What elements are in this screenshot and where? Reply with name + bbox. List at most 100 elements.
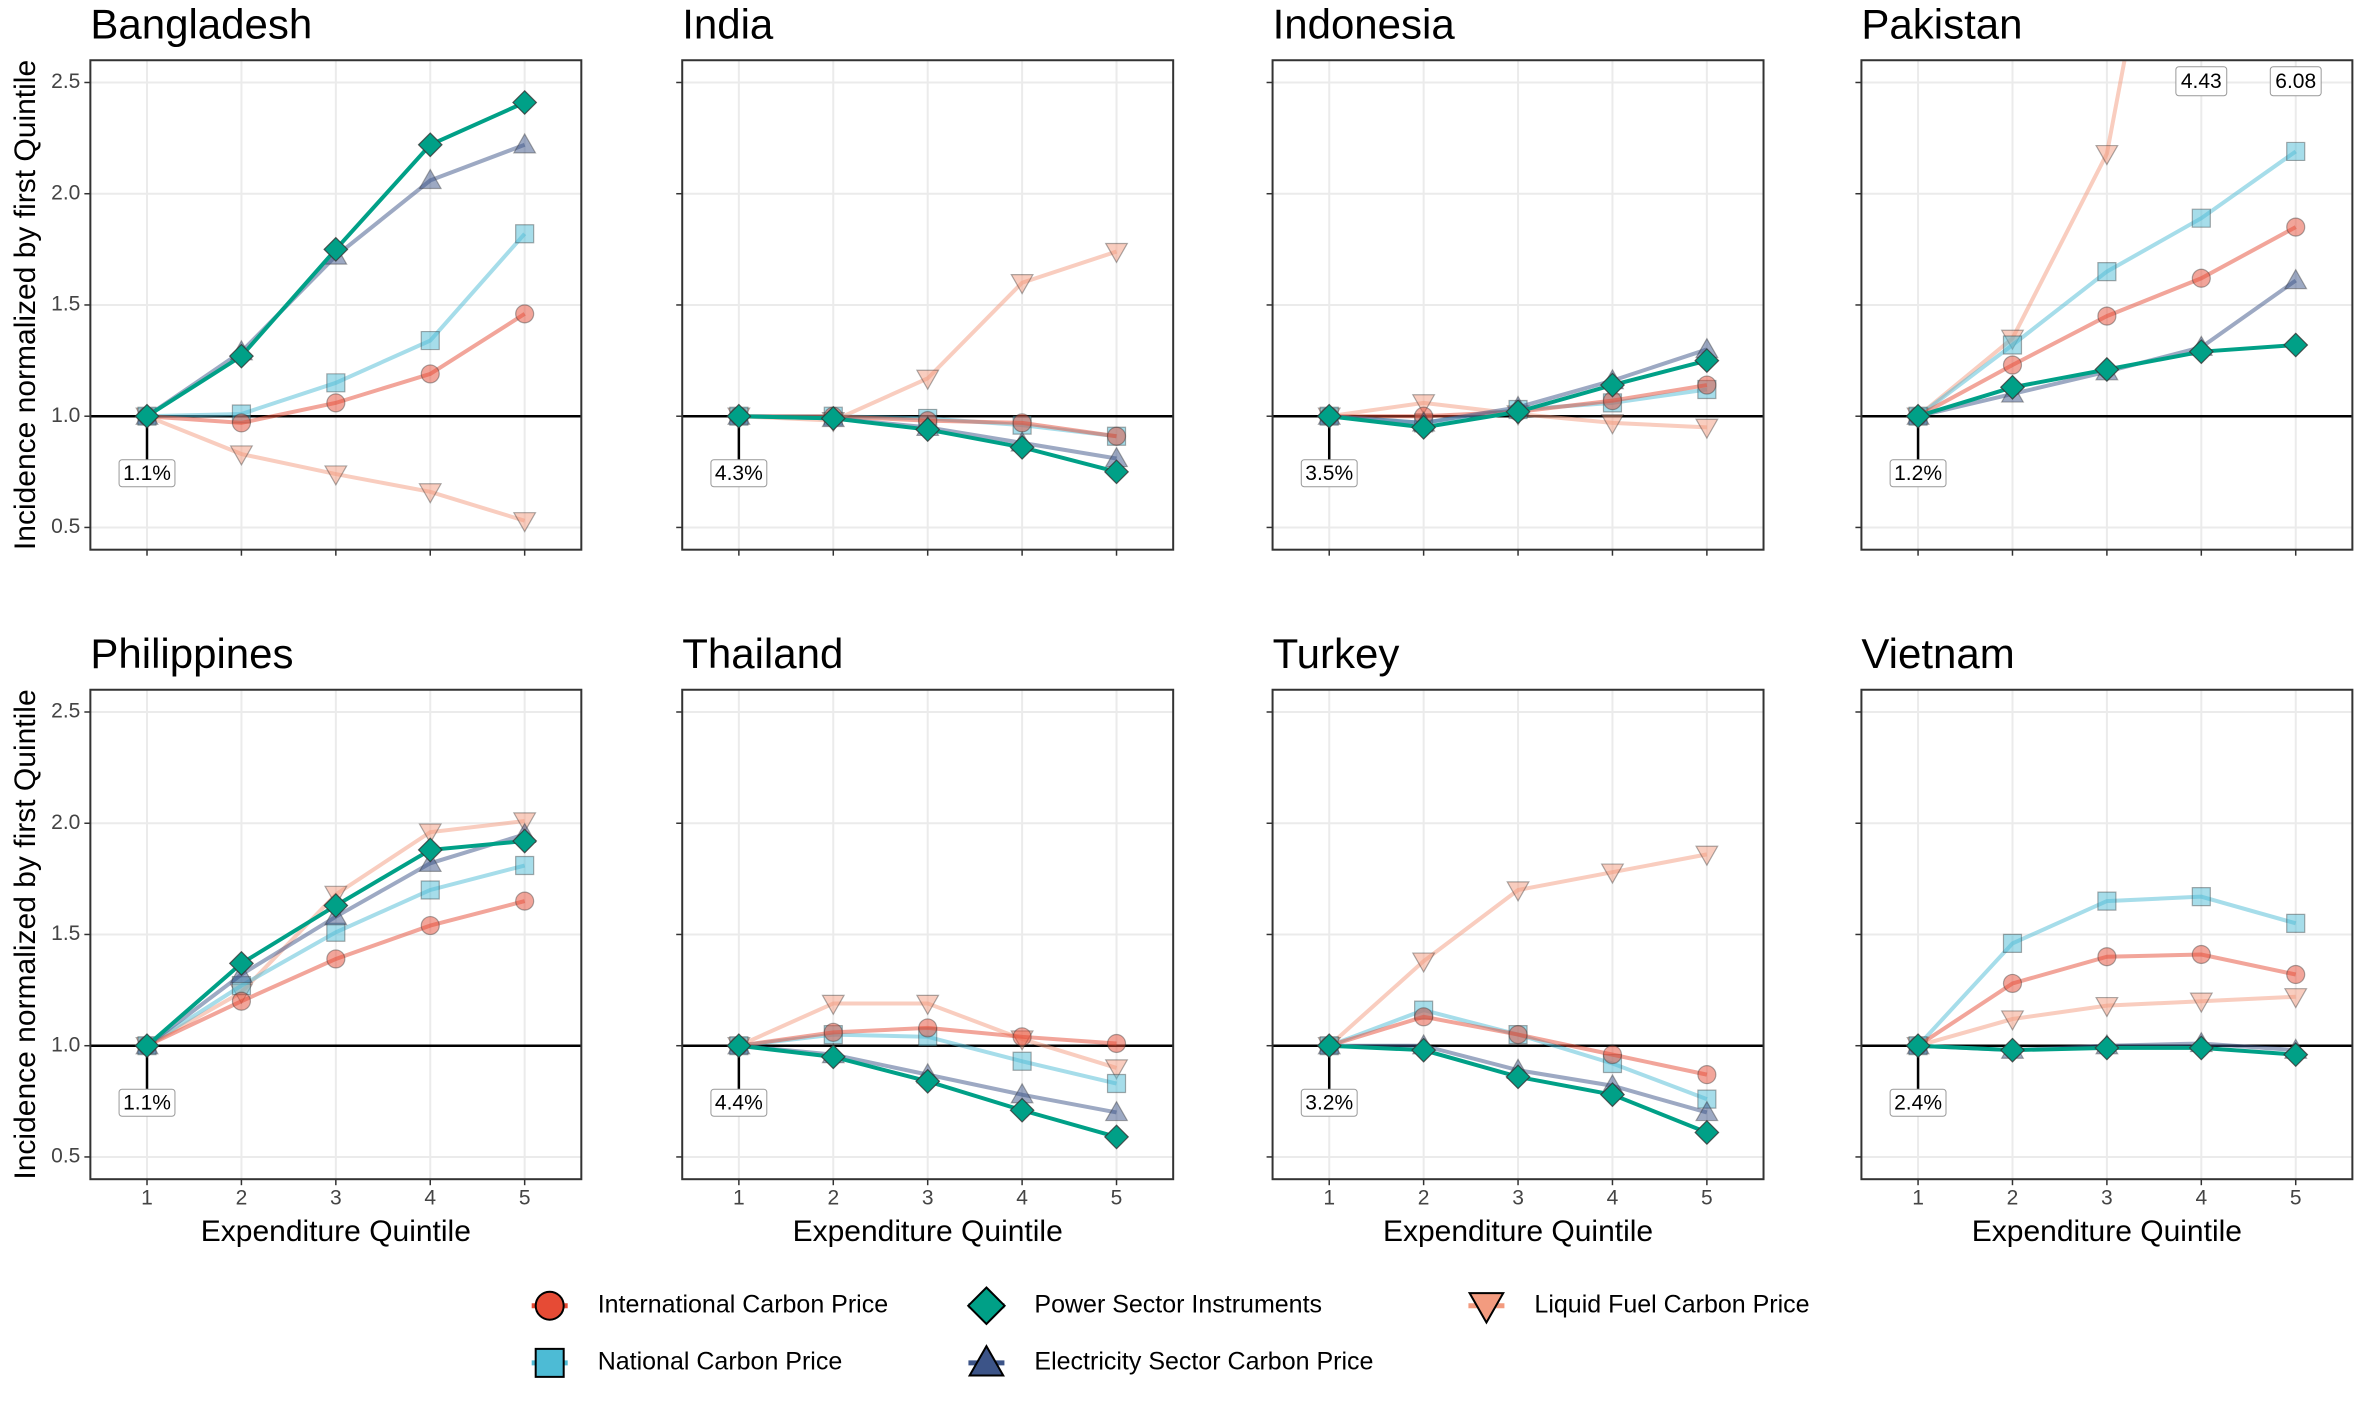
x-axis-label: Expenditure Quintile <box>793 1215 1063 1248</box>
legend-label: Electricity Sector Carbon Price <box>1034 1348 1373 1376</box>
point <box>2283 1042 2309 1068</box>
point <box>326 922 346 942</box>
panel: Thailand 1 2 3 4 5 Expenditure Quintile 4.4% <box>676 630 1175 1248</box>
point <box>418 168 443 190</box>
point <box>1104 1100 1129 1122</box>
series-area <box>1905 887 2309 1068</box>
base-label-box <box>1300 459 1358 488</box>
point <box>2188 1035 2214 1061</box>
x-tick-label: 4 <box>1016 1187 1028 1210</box>
point <box>2283 332 2309 358</box>
point <box>1103 459 1130 485</box>
point <box>2283 268 2308 290</box>
panel: Bangladesh 0.5 1.0 1.5 2.0 2.5 1.1% <box>51 0 583 556</box>
panel-border <box>681 688 1175 1181</box>
point <box>231 413 252 433</box>
point <box>1103 1124 1130 1150</box>
panel: Philippines 0.5 1.0 1.5 2.0 2.5 1 2 3 4 5 Expenditu… <box>51 630 583 1248</box>
point <box>726 403 752 429</box>
point <box>515 304 535 324</box>
point <box>1599 1082 1626 1108</box>
point <box>2188 339 2214 365</box>
y-axis-label: Incidence normalized by first Quintile <box>9 689 42 1179</box>
x-tick-label: 5 <box>1111 1187 1123 1210</box>
base-label: 4.4% <box>715 1091 763 1114</box>
point <box>2097 947 2117 967</box>
series-area <box>134 812 538 1059</box>
point <box>1602 1045 1623 1065</box>
point <box>229 445 254 467</box>
point <box>515 855 535 876</box>
point <box>821 994 846 1016</box>
x-tick-label: 2 <box>236 1187 248 1210</box>
base-label: 3.2% <box>1305 1091 1353 1114</box>
point <box>418 483 443 504</box>
point <box>915 1068 941 1094</box>
x-tick-label: 4 <box>424 1187 436 1210</box>
point <box>1695 418 1719 440</box>
base-label-box <box>710 459 768 488</box>
series-area <box>134 89 538 533</box>
point <box>1104 242 1129 264</box>
point <box>915 417 941 443</box>
point <box>420 880 440 900</box>
y-tick-label: 1.0 <box>51 1033 80 1056</box>
point <box>231 991 252 1011</box>
legend-marker <box>534 1290 565 1321</box>
y-tick-label: 2.0 <box>51 811 80 834</box>
point <box>1508 1024 1528 1045</box>
panel-title: Bangladesh <box>90 0 312 47</box>
point <box>2095 144 2119 166</box>
point <box>326 373 346 393</box>
point <box>2283 988 2308 1009</box>
point <box>1999 1037 2026 1063</box>
legend-label: National Carbon Price <box>598 1348 843 1376</box>
point <box>1411 952 1436 974</box>
point <box>512 132 537 154</box>
point <box>1697 375 1717 395</box>
point <box>1694 348 1720 374</box>
point <box>1012 1027 1032 1047</box>
panel-title: Philippines <box>90 630 293 677</box>
point <box>2002 973 2023 994</box>
point <box>1104 1059 1129 1080</box>
panel-border <box>89 59 583 551</box>
base-label-box <box>118 459 176 488</box>
legend-marker <box>1467 1292 1505 1325</box>
y-tick-label: 2.5 <box>51 70 80 93</box>
point <box>323 893 349 919</box>
x-tick-label: 2 <box>1418 1187 1430 1210</box>
point <box>326 949 346 969</box>
panel-title: Pakistan <box>1861 0 2022 47</box>
legend-marker <box>966 1286 1007 1326</box>
overflow-label-box <box>2269 66 2322 97</box>
panel-title: Thailand <box>682 630 843 677</box>
point <box>417 837 443 863</box>
panel-title: Indonesia <box>1273 0 1456 47</box>
point <box>1505 1064 1531 1090</box>
x-tick-label: 3 <box>922 1187 934 1210</box>
point <box>1905 1033 1931 1059</box>
x-axis-label: Expenditure Quintile <box>1972 1215 2242 1248</box>
point <box>1106 1073 1127 1094</box>
point <box>1411 394 1436 415</box>
point <box>2189 992 2214 1014</box>
panel: Turkey 1 2 3 4 5 Expenditure Quintile 3.2% <box>1266 630 1765 1248</box>
y-tick-label: 0.5 <box>51 1144 80 1167</box>
panel-border <box>1860 59 2354 551</box>
panel-border <box>89 688 583 1181</box>
point <box>1316 403 1342 429</box>
point <box>2191 887 2211 907</box>
point <box>2286 964 2306 985</box>
point <box>2095 996 2119 1018</box>
point <box>420 330 440 351</box>
y-tick-label: 1.0 <box>51 404 80 427</box>
point <box>228 950 254 976</box>
panel-title: India <box>682 0 774 47</box>
legend-marker <box>534 1347 565 1378</box>
point <box>1414 1007 1434 1027</box>
y-tick-label: 2.0 <box>51 181 80 204</box>
x-axis-label: Expenditure Quintile <box>1383 1215 1653 1248</box>
overflow-label: 6.08 <box>2275 70 2316 93</box>
series-area <box>726 242 1130 485</box>
